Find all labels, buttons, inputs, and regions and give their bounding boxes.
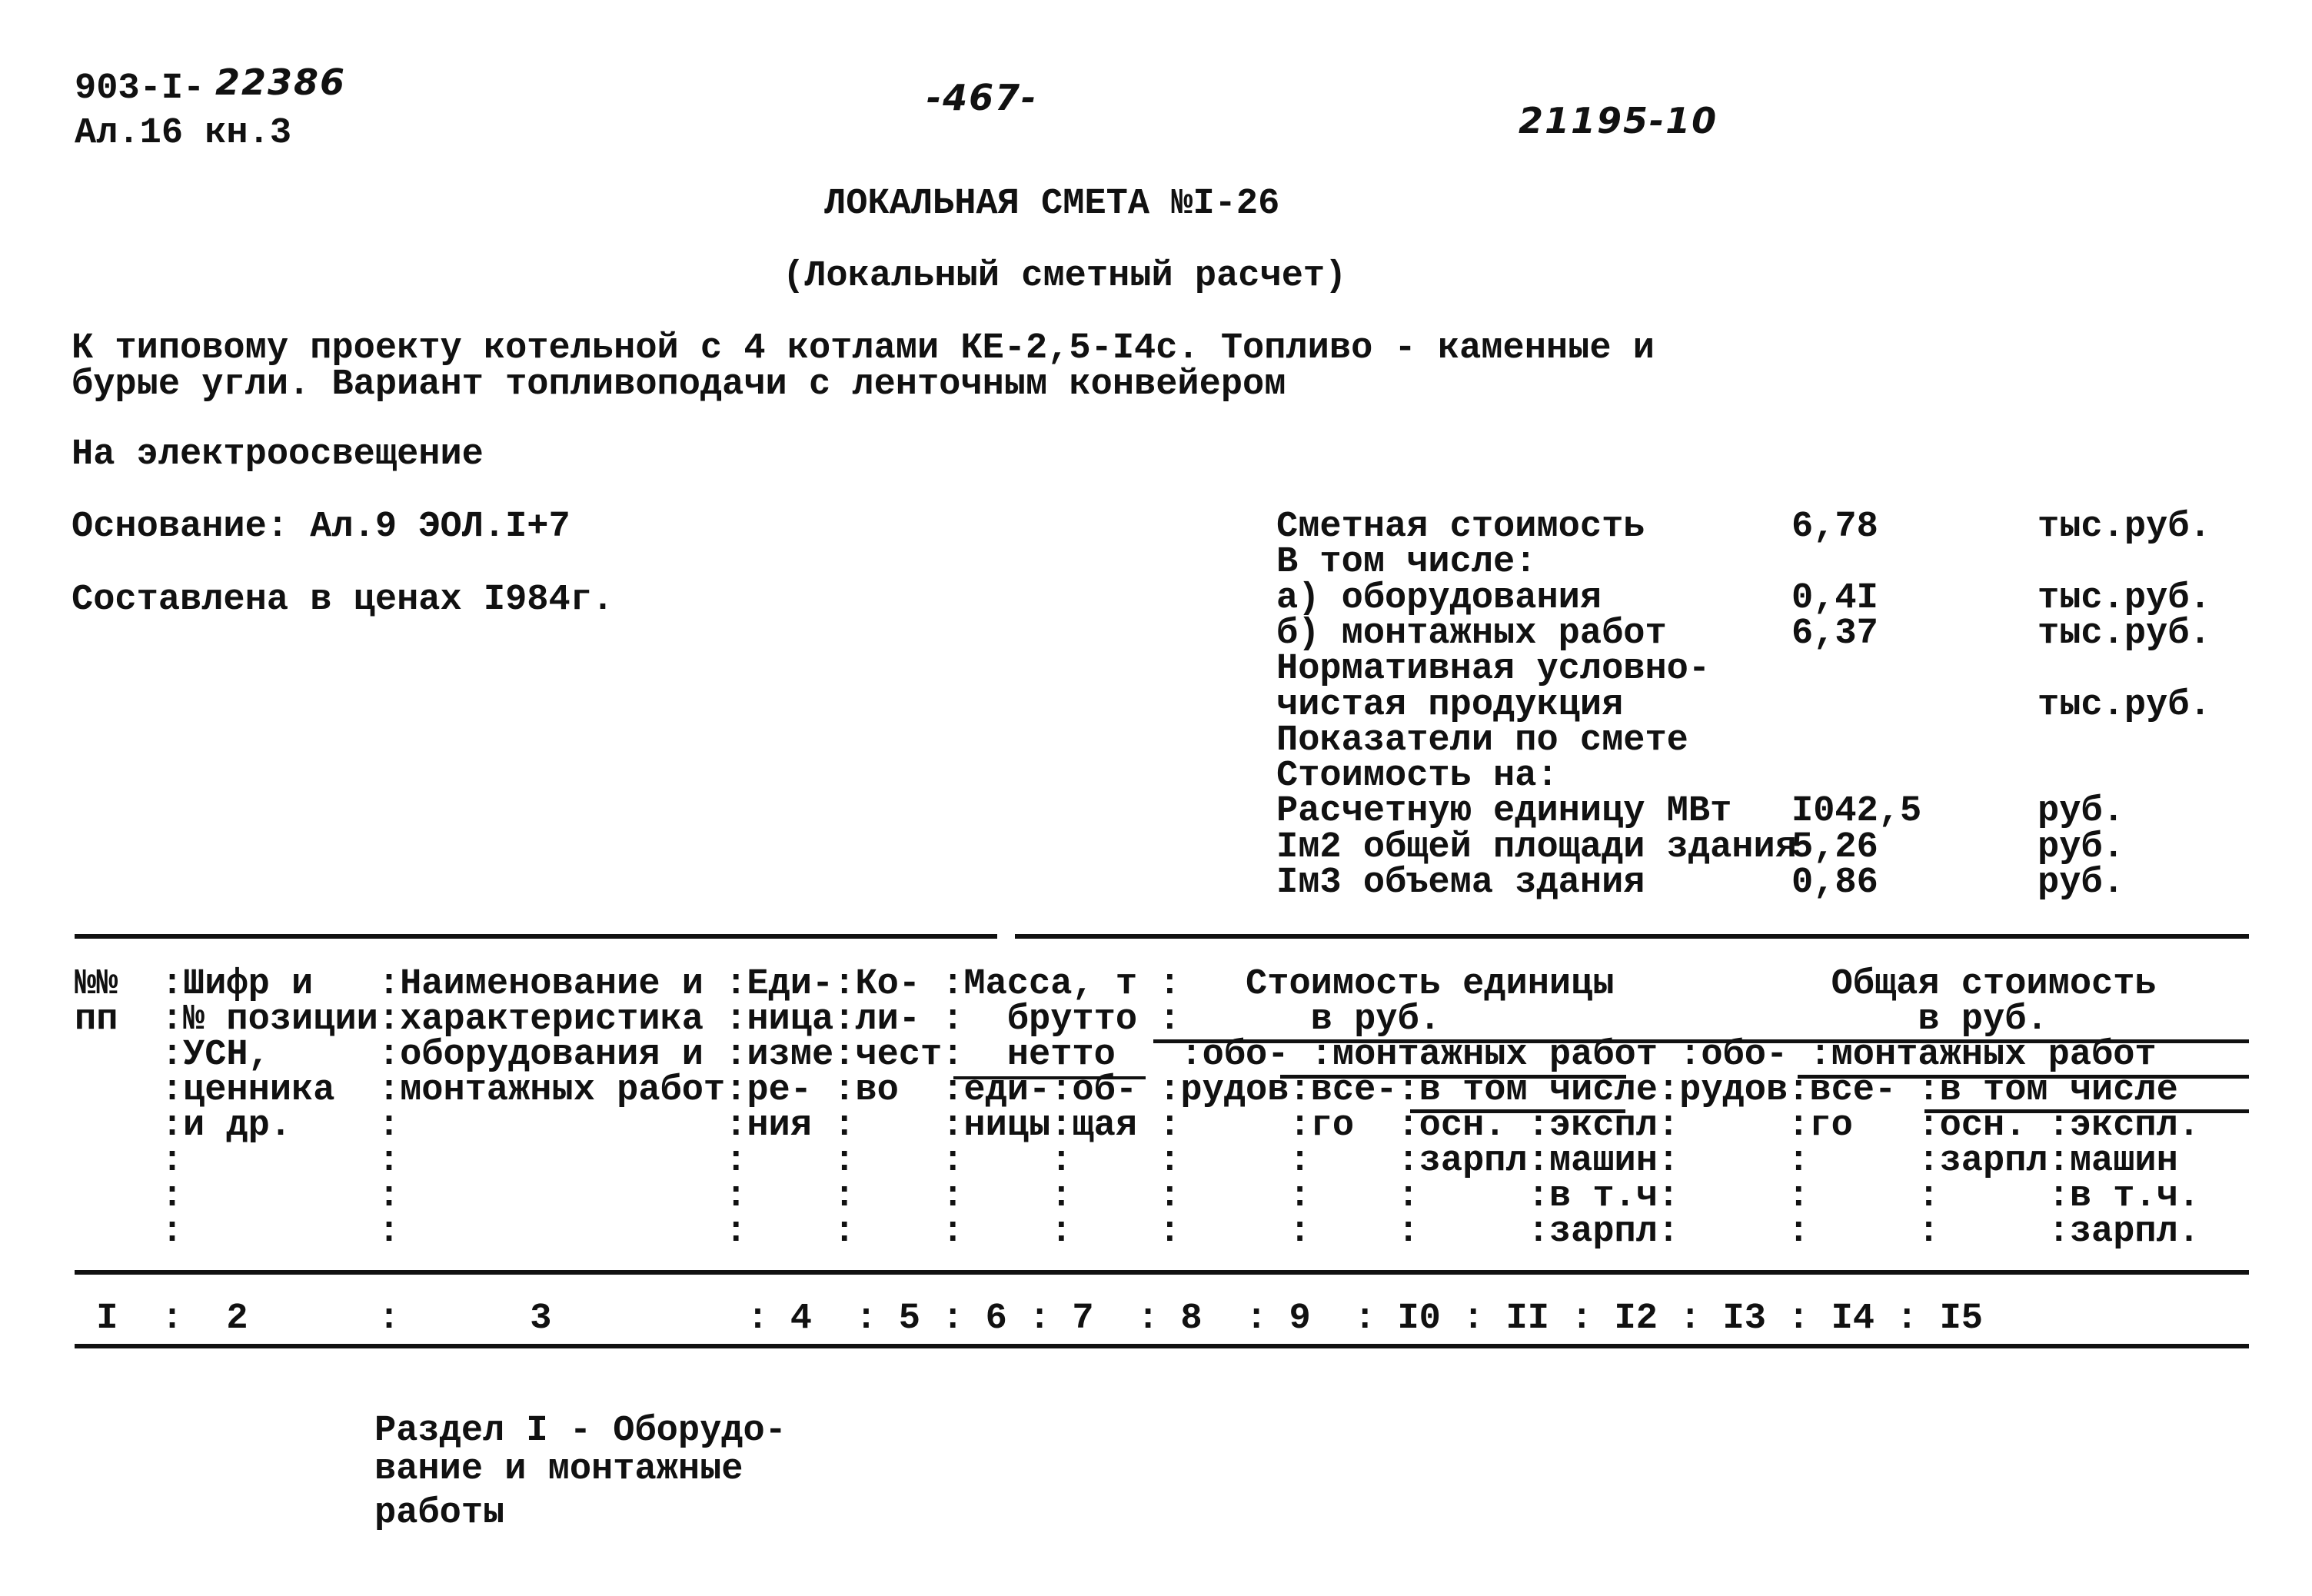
summary-label: Iм3 объема здания	[1276, 863, 1645, 903]
summary-row: Нормативная условно-	[1276, 651, 2276, 687]
page-title: ЛОКАЛЬНАЯ СМЕТА №I-26	[824, 184, 1280, 224]
summary-label: Расчетную единицу МВт	[1276, 791, 1732, 833]
summary-label: Сметная стоимость	[1276, 507, 1645, 547]
divider	[1924, 1109, 2249, 1113]
divider	[75, 1344, 2249, 1348]
summary-value: I042,5	[1791, 791, 1922, 833]
header-line: пп :№ позиции:характеристика :ница:ли- :…	[75, 999, 2048, 1040]
summary-unit: тыс.руб.	[2038, 684, 2211, 726]
summary-label: Нормативная условно-	[1276, 649, 1711, 690]
summary-value: 6,78	[1791, 507, 1878, 547]
header-line: :УСН, :оборудования и :изме:чест: нетто …	[75, 1035, 2157, 1076]
divider	[75, 934, 997, 939]
summary-row: Стоимость на:	[1276, 758, 2276, 794]
album-ref: Ал.16 кн.3	[75, 113, 292, 154]
purpose: На электроосвещение	[72, 434, 484, 475]
divider	[1280, 1075, 1626, 1079]
section-title: работы	[374, 1493, 505, 1534]
summary-label: чистая продукция	[1276, 684, 1624, 726]
doc-code: 903-I-	[75, 68, 205, 109]
description-line: К типовому проекту котельной с 4 котлами…	[72, 328, 1655, 369]
divider	[75, 1270, 2249, 1275]
basis: Основание: Ал.9 ЭОЛ.I+7	[72, 507, 571, 547]
section-title: вание и монтажные	[374, 1449, 743, 1490]
summary-row: б) монтажных работ 6,37 тыс.руб.	[1276, 616, 2276, 652]
page-number: -467-	[926, 77, 1038, 118]
summary-unit: тыс.руб.	[2038, 577, 2211, 619]
summary-unit: руб.	[2038, 791, 2124, 833]
summary-row: а) оборудования 0,4I тыс.руб.	[1276, 580, 2276, 617]
summary-unit: тыс.руб.	[2038, 613, 2211, 654]
summary-label: б) монтажных работ	[1276, 613, 1667, 654]
divider	[1015, 934, 2249, 939]
summary-row: Сметная стоимость 6,78 тыс.руб.	[1276, 509, 2276, 545]
summary-label: а) оборудования	[1276, 577, 1602, 619]
divider	[1410, 1109, 1625, 1113]
summary-value: 6,37	[1791, 613, 1878, 654]
summary-unit: руб.	[2038, 863, 2124, 903]
column-numbers: I : 2 : 3 : 4 : 5 : 6 : 7 : 8 : 9 : I0 :…	[75, 1298, 1984, 1339]
summary-row: Iм2 общей площади здания 5,26 руб.	[1276, 830, 2276, 866]
summary-row: Iм3 объема здания 0,86 руб.	[1276, 865, 2276, 901]
summary-label: Показатели по смете	[1276, 720, 1688, 761]
handwritten-code: 22386	[215, 62, 347, 103]
divider	[953, 1076, 1146, 1079]
header-line: :и др. : :ния : :ницы:щая : :го :осн. :э…	[75, 1106, 2201, 1146]
summary-value: 0,4I	[1791, 577, 1878, 619]
summary-row: чистая продукция тыс.руб.	[1276, 687, 2276, 723]
summary-row: В том числе:	[1276, 544, 2276, 580]
divider	[1153, 1039, 2249, 1043]
summary-label: Iм2 общей площади здания	[1276, 826, 1797, 868]
summary-value: 5,26	[1791, 826, 1878, 868]
price-level: Составлена в ценах I984г.	[72, 580, 614, 620]
section-title: Раздел I - Оборудо-	[374, 1411, 787, 1451]
summary-label: Стоимость на:	[1276, 756, 1559, 797]
summary-unit: тыс.руб.	[2038, 507, 2211, 547]
header-line: : : : : : : : : : :зарпл: : : :зарпл.	[75, 1212, 2201, 1252]
summary-label: В том числе:	[1276, 542, 1537, 584]
summary-row: Расчетную единицу МВт I042,5 руб.	[1276, 793, 2276, 830]
summary-unit: руб.	[2038, 826, 2124, 868]
divider	[1798, 1075, 2249, 1079]
doc-number: 21195-10	[1519, 100, 1718, 141]
summary-value: 0,86	[1791, 863, 1878, 903]
header-line: : : : : : : : : : :в т.ч: : : :в т.ч.	[75, 1176, 2201, 1217]
header-line: :ценника :монтажных работ:ре- :во :еди-:…	[75, 1070, 2178, 1111]
table-header: №№ :Шифр и :Наименование и :Еди-:Ко- :Ма…	[75, 964, 2201, 1252]
description-line: бурые угли. Вариант топливоподачи с лент…	[72, 364, 1286, 405]
page-subtitle: (Локальный сметный расчет)	[783, 256, 1347, 297]
summary-row: Показатели по смете	[1276, 723, 2276, 759]
header-line: №№ :Шифр и :Наименование и :Еди-:Ко- :Ма…	[75, 964, 2157, 1005]
header-line: : : : : : : : : :зарпл:машин: : :зарпл:м…	[75, 1141, 2178, 1182]
